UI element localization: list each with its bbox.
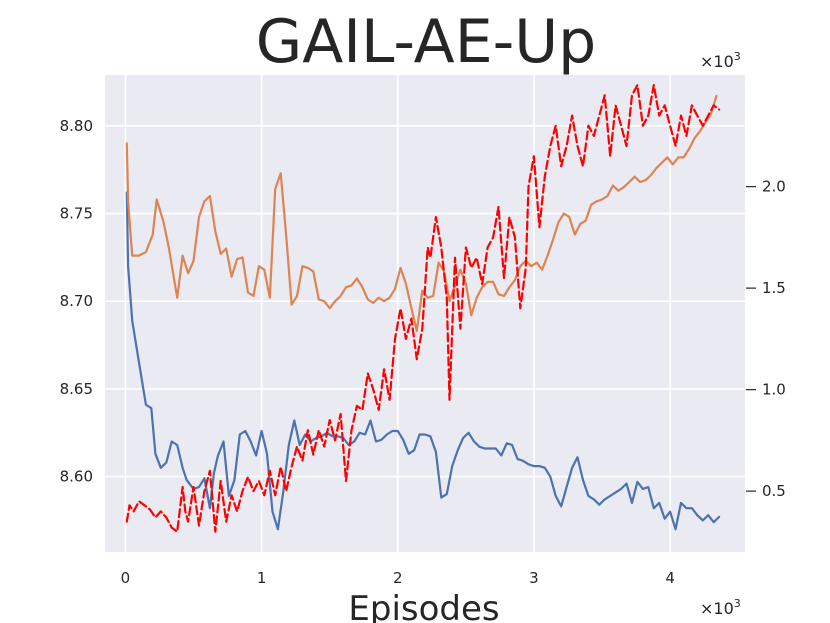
series-line-3 xyxy=(125,83,721,533)
y-left-tick-label: 8.75 xyxy=(60,205,93,223)
y-left-tick-label: 8.60 xyxy=(60,468,93,486)
y-right-tick-label: 1.0 xyxy=(762,381,786,399)
x-axis-multiplier: ×103 xyxy=(700,597,741,618)
y-right-tick-label: 0.5 xyxy=(762,482,786,500)
series-line-2 xyxy=(125,94,718,333)
y-left-tick-label: 8.80 xyxy=(60,117,93,135)
chart-title: GAIL-AE-Up xyxy=(256,7,597,77)
series-lines xyxy=(125,83,721,533)
series-line-1 xyxy=(125,191,721,531)
y-left-tick-label: 8.70 xyxy=(60,292,93,310)
x-tick-label: 4 xyxy=(665,569,675,587)
x-tick-label: 1 xyxy=(257,569,267,587)
right-axis-multiplier: ×103 xyxy=(700,50,741,71)
grid-lines xyxy=(105,75,745,552)
y-right-tick-label: 2.0 xyxy=(762,178,786,196)
x-axis-label: Episodes xyxy=(348,589,499,623)
x-tick-label: 0 xyxy=(121,569,131,587)
plot-area xyxy=(105,75,745,552)
axis-ticks: 0 1 2 3 4 8.60 8.65 8.70 8.75 8.80 0.5 1.0 1.5 2.0 xyxy=(60,117,786,587)
x-tick-label: 3 xyxy=(529,569,539,587)
x-tick-label: 2 xyxy=(393,569,403,587)
y-right-tick-label: 1.5 xyxy=(762,279,786,297)
y-left-tick-label: 8.65 xyxy=(60,380,93,398)
